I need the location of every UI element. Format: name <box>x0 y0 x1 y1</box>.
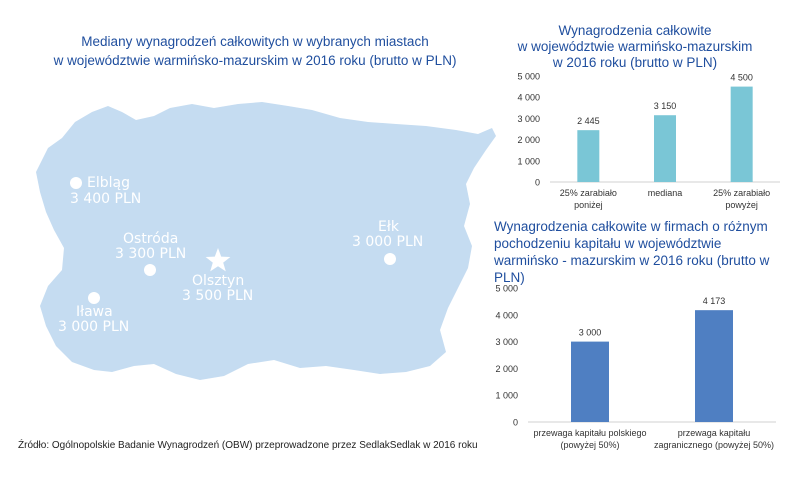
city-label-elblag: Elbląg <box>87 176 130 191</box>
map-title-line2: w województwie warmińsko-mazurskim w 201… <box>53 53 457 68</box>
elk-marker <box>384 253 396 265</box>
y-tick-label: 2 000 <box>517 135 540 145</box>
x-tick-label: przewaga kapitału <box>678 428 751 438</box>
x-tick-label: poniżej <box>574 200 603 210</box>
city-value: 3 400 PLN <box>70 191 142 207</box>
city-name: Iława <box>76 304 113 320</box>
city-name: Olsztyn <box>192 273 245 289</box>
x-tick-label: 25% zarabiało <box>713 188 770 198</box>
city-value-elblag: 3 400 PLN <box>70 192 141 207</box>
y-tick-label: 4 000 <box>517 93 540 103</box>
city-name: Ostróda <box>123 231 179 247</box>
x-tick-label: powyżej <box>725 200 758 210</box>
y-tick-label: 5 000 <box>495 284 518 294</box>
y-tick-label: 0 <box>513 418 518 428</box>
chart1-title: Wynagrodzenia całkowite w województwie w… <box>500 23 770 71</box>
city-value: 3 300 PLN <box>115 246 187 262</box>
city-value: 3 000 PLN <box>352 234 424 250</box>
city-label-ilawa: Iława 3 000 PLN <box>58 304 129 335</box>
bar <box>730 86 753 182</box>
bar-value-label: 4 500 <box>730 73 753 83</box>
x-tick-label: mediana <box>648 188 683 198</box>
y-tick-label: 4 000 <box>495 310 518 320</box>
bar <box>577 130 600 182</box>
city-label-ostroda: Ostróda 3 300 PLN <box>115 231 186 262</box>
x-tick-label: przewaga kapitału polskiego <box>533 428 646 438</box>
city-name: Ełk <box>378 219 399 235</box>
chart2-svg: 0 1 000 2 000 3 000 4 000 5 000 3 000 przewaga … <box>495 284 776 450</box>
city-label-olsztyn: Olsztyn 3 500 PLN <box>182 273 253 304</box>
ostroda-marker <box>144 264 156 276</box>
x-tick-label: zagranicznego (powyżej 50%) <box>654 440 774 450</box>
map-title: Mediany wynagrodzeń całkowitych w wybran… <box>40 32 470 70</box>
y-tick-label: 5 000 <box>517 72 540 82</box>
map-title-line1: Mediany wynagrodzeń całkowitych w wybran… <box>81 34 429 49</box>
y-tick-label: 1 000 <box>495 391 518 401</box>
y-tick-label: 0 <box>535 178 540 188</box>
bar-value-label: 2 445 <box>577 116 600 126</box>
city-value: 3 500 PLN <box>182 288 254 304</box>
x-tick-label: (powyżej 50%) <box>560 440 619 450</box>
chart1-svg: 0 1 000 2 000 3 000 4 000 5 000 2 445 25% zarab… <box>517 72 780 210</box>
y-tick-label: 2 000 <box>495 364 518 374</box>
bar <box>571 341 609 422</box>
y-tick-label: 3 000 <box>517 114 540 124</box>
source-note: Źródło: Ogólnopolskie Badanie Wynagrodze… <box>18 440 478 451</box>
chart2-title-line1: Wynagrodzenia całkowite w firmach o różn… <box>494 219 768 234</box>
elblag-marker <box>70 177 82 189</box>
y-tick-label: 3 000 <box>495 337 518 347</box>
bar-value-label: 4 173 <box>703 296 726 306</box>
x-tick-label: 25% zarabiało <box>560 188 617 198</box>
olsztyn-star-marker <box>205 248 231 272</box>
region-shape <box>36 102 496 380</box>
bar-value-label: 3 000 <box>579 328 602 338</box>
chart1-title-line3: w 2016 roku (brutto w PLN) <box>552 55 718 70</box>
chart1-title-line2: w województwie warmińsko-mazurskim <box>517 39 753 54</box>
chart2-title: Wynagrodzenia całkowite w firmach o różn… <box>494 218 784 286</box>
y-tick-label: 1 000 <box>517 156 540 166</box>
bar-value-label: 3 150 <box>654 101 677 111</box>
ilawa-marker <box>88 292 100 304</box>
bar <box>654 115 676 182</box>
city-value: 3 000 PLN <box>58 319 130 335</box>
chart1-title-line1: Wynagrodzenia całkowite <box>558 23 712 38</box>
chart2-title-line2: pochodzeniu kapitału w województwie <box>494 236 722 251</box>
city-name: Elbląg <box>87 175 130 191</box>
city-label-elk: Ełk 3 000 PLN <box>352 219 423 250</box>
bar <box>695 310 733 422</box>
chart2-title-line3: warmińsko - mazurskim w 2016 roku (brutt… <box>494 253 770 285</box>
